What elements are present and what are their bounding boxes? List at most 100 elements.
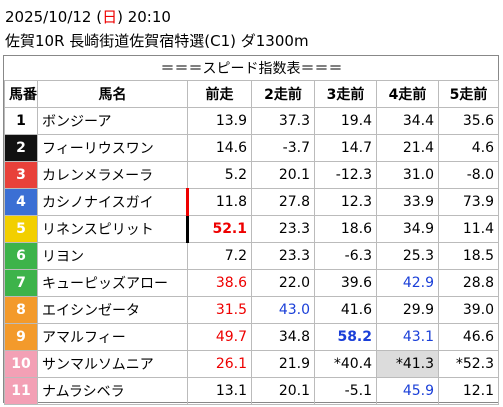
- speed-index: 31.0: [376, 161, 439, 189]
- speed-index: 46.6: [437, 323, 500, 351]
- column-header: 5走前: [437, 80, 500, 108]
- horse-name: リネンスピリット: [37, 215, 188, 243]
- speed-index: 13.1: [187, 377, 252, 405]
- speed-index: 23.3: [251, 242, 315, 270]
- horse-name: カレンメラメーラ: [37, 161, 188, 189]
- weekday: 日: [102, 8, 118, 26]
- speed-index: 21.4: [376, 134, 439, 162]
- speed-index: 49.7: [187, 323, 252, 351]
- horse-number: 10: [4, 350, 38, 378]
- speed-index: 7.2: [187, 242, 252, 270]
- horse-number: 6: [4, 242, 38, 270]
- horse-row: 6 リヨン 7.2 23.3 -6.3 25.3 18.5: [4, 242, 500, 270]
- speed-index: 25.3: [376, 242, 439, 270]
- race-name: 佐賀10R 長崎街道佐賀宿特選(C1) ダ1300m: [5, 32, 309, 50]
- speed-table-box: ＝＝＝スピード指数表＝＝＝ 馬番 馬名 前走 2走前 3走前 4走前 5走前 1 ボンジーア 13…: [3, 55, 500, 405]
- speed-index: 11.8: [186, 188, 252, 216]
- speed-index: 23.3: [251, 215, 315, 243]
- horse-name: カシノナイスガイ: [37, 188, 188, 216]
- horse-number: 2: [4, 134, 38, 162]
- horse-number: 11: [4, 377, 38, 405]
- speed-index: 43.0: [251, 296, 315, 324]
- speed-index: 58.2: [314, 323, 377, 351]
- speed-index: 34.9: [376, 215, 439, 243]
- horse-row: 10 サンマルソムニア 26.1 21.9 *40.4 *41.3 *52.3: [4, 350, 500, 378]
- horse-number: 7: [4, 269, 38, 297]
- speed-index: 14.6: [187, 134, 252, 162]
- horse-row: 4 カシノナイスガイ 11.8 27.8 12.3 33.9 73.9: [4, 188, 500, 216]
- speed-index: 52.1: [186, 215, 252, 243]
- horse-name: リヨン: [37, 242, 188, 270]
- horse-row: 11 ナムラシベラ 13.1 20.1 -5.1 45.9 12.1: [4, 377, 500, 405]
- speed-index: 4.6: [437, 134, 500, 162]
- speed-index: *52.3: [437, 350, 500, 378]
- speed-index: -5.1: [314, 377, 377, 405]
- speed-index: 18.5: [437, 242, 500, 270]
- time: ) 20:10: [117, 8, 171, 26]
- speed-index: 18.6: [314, 215, 377, 243]
- table-title: ＝＝＝スピード指数表＝＝＝: [4, 56, 499, 81]
- speed-index: 73.9: [437, 188, 500, 216]
- speed-table: ＝＝＝スピード指数表＝＝＝ 馬番 馬名 前走 2走前 3走前 4走前 5走前 1 ボンジーア 13…: [4, 56, 500, 405]
- column-header: 馬名: [37, 80, 188, 108]
- speed-index: 27.8: [251, 188, 315, 216]
- horse-row: 1 ボンジーア 13.9 37.3 19.4 34.4 35.6: [4, 107, 500, 135]
- speed-index: -6.3: [314, 242, 377, 270]
- speed-index: *40.4: [314, 350, 377, 378]
- horse-row: 9 アマルフィー 49.7 34.8 58.2 43.1 46.6: [4, 323, 500, 351]
- speed-index: 38.6: [187, 269, 252, 297]
- speed-index: 39.6: [314, 269, 377, 297]
- horse-name: キューピッズアロー: [37, 269, 188, 297]
- speed-index: 31.5: [187, 296, 252, 324]
- column-header: 2走前: [251, 80, 315, 108]
- horse-number: 1: [4, 107, 38, 135]
- horse-number: 3: [4, 161, 38, 189]
- horse-row: 5 リネンスピリット 52.1 23.3 18.6 34.9 11.4: [4, 215, 500, 243]
- horse-row: 8 エイシンゼータ 31.5 43.0 41.6 29.9 39.0: [4, 296, 500, 324]
- header-row: 馬番 馬名 前走 2走前 3走前 4走前 5走前: [4, 80, 500, 108]
- speed-index: 35.6: [437, 107, 500, 135]
- horse-name: アマルフィー: [37, 323, 188, 351]
- horse-name: ナムラシベラ: [37, 377, 188, 405]
- speed-index: 11.4: [437, 215, 500, 243]
- speed-index: 12.3: [314, 188, 377, 216]
- speed-index: 19.4: [314, 107, 377, 135]
- speed-index: 20.1: [251, 377, 315, 405]
- speed-index: 21.9: [251, 350, 315, 378]
- horse-row: 3 カレンメラメーラ 5.2 20.1 -12.3 31.0 -8.0: [4, 161, 500, 189]
- datetime: 2025/10/12 (日) 20:10: [5, 6, 171, 27]
- speed-index: *41.3: [376, 350, 439, 378]
- column-header: 4走前: [376, 80, 439, 108]
- speed-index: -12.3: [314, 161, 377, 189]
- speed-index: 41.6: [314, 296, 377, 324]
- speed-index: 45.9: [376, 377, 439, 405]
- speed-index: 29.9: [376, 296, 439, 324]
- horse-name: エイシンゼータ: [37, 296, 188, 324]
- speed-index: 5.2: [187, 161, 252, 189]
- speed-index: 20.1: [251, 161, 315, 189]
- column-header: 馬番: [4, 80, 38, 108]
- column-header: 3走前: [314, 80, 377, 108]
- speed-index: -3.7: [251, 134, 315, 162]
- speed-index: 33.9: [376, 188, 439, 216]
- speed-index: 12.1: [437, 377, 500, 405]
- speed-index: 14.7: [314, 134, 377, 162]
- speed-index: 39.0: [437, 296, 500, 324]
- speed-index: 34.4: [376, 107, 439, 135]
- speed-index: -8.0: [437, 161, 500, 189]
- speed-index: 26.1: [187, 350, 252, 378]
- horse-name: フィーリウスワン: [37, 134, 188, 162]
- speed-index: 13.9: [187, 107, 252, 135]
- speed-index: 28.8: [437, 269, 500, 297]
- horse-number: 4: [4, 188, 38, 216]
- horse-row: 2 フィーリウスワン 14.6 -3.7 14.7 21.4 4.6: [4, 134, 500, 162]
- horse-name: サンマルソムニア: [37, 350, 188, 378]
- speed-index: 22.0: [251, 269, 315, 297]
- horse-number: 8: [4, 296, 38, 324]
- date: 2025/10/12 (: [5, 8, 103, 26]
- horse-row: 7 キューピッズアロー 38.6 22.0 39.6 42.9 28.8: [4, 269, 500, 297]
- speed-index: 43.1: [376, 323, 439, 351]
- speed-index: 42.9: [376, 269, 439, 297]
- column-header: 前走: [187, 80, 252, 108]
